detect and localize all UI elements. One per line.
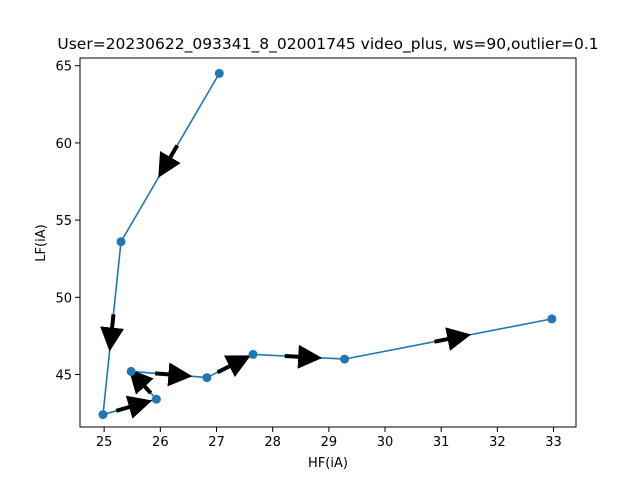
y-axis: 45 50 55 60 65 bbox=[55, 60, 80, 384]
data-point bbox=[214, 68, 224, 78]
plot-area bbox=[79, 57, 577, 428]
data-point bbox=[547, 314, 557, 324]
data-point bbox=[151, 394, 161, 404]
direction-arrow bbox=[434, 327, 472, 351]
data-point bbox=[126, 366, 136, 376]
data-point bbox=[202, 373, 212, 383]
series-arrows bbox=[100, 144, 472, 419]
x-axis-label: HF(iA) bbox=[308, 456, 348, 471]
x-tick-label: 29 bbox=[321, 435, 338, 450]
y-tick-label: 55 bbox=[55, 214, 72, 229]
series-points bbox=[98, 68, 557, 420]
y-tick-label: 50 bbox=[55, 291, 72, 306]
direction-arrow bbox=[115, 395, 153, 419]
y-tick-label: 45 bbox=[55, 369, 72, 384]
direction-arrow bbox=[284, 344, 323, 369]
direction-arrow bbox=[158, 144, 181, 178]
direction-arrow bbox=[100, 314, 125, 352]
x-axis: 25 26 27 28 29 30 31 32 33 bbox=[96, 427, 562, 450]
y-tick-label: 60 bbox=[55, 137, 72, 152]
x-tick-label: 31 bbox=[433, 435, 450, 450]
x-tick-label: 30 bbox=[377, 435, 394, 450]
x-tick-label: 27 bbox=[208, 435, 225, 450]
y-tick-label: 65 bbox=[55, 60, 72, 75]
y-axis-label: LF(iA) bbox=[34, 224, 49, 261]
data-point bbox=[116, 237, 126, 247]
direction-arrow bbox=[216, 355, 251, 377]
data-point bbox=[248, 349, 258, 359]
data-point bbox=[340, 354, 350, 364]
x-tick-label: 25 bbox=[96, 435, 113, 450]
x-tick-label: 28 bbox=[264, 435, 281, 450]
x-tick-label: 32 bbox=[489, 435, 506, 450]
direction-arrow bbox=[128, 368, 154, 395]
direction-arrow bbox=[154, 362, 193, 387]
x-tick-label: 26 bbox=[152, 435, 169, 450]
chart-title: User=20230622_093341_8_02001745 video_pl… bbox=[57, 35, 598, 54]
x-tick-label: 33 bbox=[545, 435, 562, 450]
data-point bbox=[98, 410, 108, 420]
